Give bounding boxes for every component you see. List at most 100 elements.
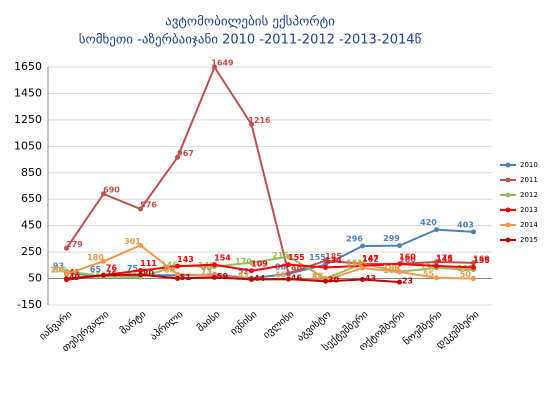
data-label: 215 — [272, 251, 289, 260]
point — [286, 262, 291, 268]
data-label: 61 — [127, 272, 139, 281]
point — [101, 191, 106, 197]
series-line — [66, 255, 474, 280]
data-label: 145 — [436, 254, 453, 263]
data-label: 76 — [106, 264, 118, 273]
x-tick-label: აპრილი — [148, 308, 186, 342]
data-label: 146 — [161, 260, 178, 269]
data-label: 83 — [164, 266, 175, 275]
point — [471, 260, 476, 266]
data-label: 296 — [346, 235, 363, 244]
data-label: 41 — [69, 268, 81, 277]
data-label: 161 — [346, 258, 363, 267]
data-label: 1216 — [248, 116, 271, 125]
point — [212, 64, 217, 70]
y-tick-label: 1450 — [14, 86, 42, 99]
data-label: 170 — [235, 257, 252, 266]
data-label: 43 — [238, 271, 249, 280]
legend-marker — [505, 237, 511, 243]
data-label: 43 — [365, 274, 376, 283]
point — [323, 278, 328, 284]
data-label: 420 — [420, 218, 437, 227]
data-label: 52 — [238, 267, 249, 276]
point — [397, 243, 402, 249]
data-label: 30 — [328, 276, 340, 285]
data-label: 403 — [457, 220, 474, 229]
data-label: 84 — [53, 266, 65, 275]
point — [101, 258, 106, 264]
data-label: 46 — [275, 271, 287, 280]
point — [471, 276, 476, 282]
point — [434, 263, 439, 269]
point — [138, 206, 143, 212]
point — [286, 270, 291, 276]
point — [64, 271, 69, 277]
point — [397, 261, 402, 267]
data-label: 65 — [90, 265, 102, 274]
data-label: 576 — [140, 201, 157, 210]
point — [360, 265, 365, 271]
legend-marker — [505, 192, 511, 198]
data-label: 100 — [383, 263, 400, 272]
legend-marker — [505, 207, 511, 213]
data-label: 46 — [291, 274, 303, 283]
point — [175, 275, 180, 281]
x-tick-label: ივლისი — [261, 308, 297, 341]
point — [249, 276, 254, 282]
data-label: 1649 — [211, 59, 234, 68]
y-tick-label: 250 — [21, 245, 42, 258]
point — [286, 276, 291, 282]
point — [138, 242, 143, 248]
point — [138, 272, 143, 278]
data-label: 299 — [383, 234, 400, 243]
point — [249, 260, 254, 266]
data-label: 967 — [177, 149, 194, 158]
data-label: 185 — [325, 252, 342, 261]
data-label: 134 — [325, 256, 342, 265]
data-label: 106 — [50, 266, 67, 275]
legend-label: 2013 — [520, 206, 538, 214]
point — [434, 227, 439, 233]
data-label: 51 — [312, 273, 324, 282]
data-label: 155 — [288, 253, 305, 262]
legend-label: 2011 — [520, 176, 538, 184]
data-label: 160 — [399, 256, 416, 265]
data-label: 147 — [362, 254, 379, 263]
point — [175, 271, 180, 277]
data-label: 131 — [420, 262, 437, 271]
point — [212, 262, 217, 268]
point — [471, 264, 476, 270]
data-label: 135 — [473, 256, 490, 265]
y-tick-label: 650 — [21, 192, 42, 205]
point — [323, 264, 328, 270]
data-label: 154 — [214, 253, 231, 262]
point — [138, 267, 143, 273]
data-label: 155 — [309, 253, 326, 262]
legend-marker — [505, 222, 511, 228]
data-label: 51 — [180, 273, 192, 282]
point — [286, 254, 291, 260]
data-label: 93 — [53, 261, 64, 270]
point — [64, 276, 69, 282]
series-line — [66, 263, 474, 281]
data-label: 301 — [124, 237, 141, 246]
y-tick-label: 1050 — [14, 139, 42, 152]
y-tick-label: -150 — [17, 298, 42, 311]
y-tick-label: 1250 — [14, 113, 42, 126]
legend-marker — [505, 162, 511, 168]
data-label: 75 — [127, 264, 139, 273]
point — [360, 276, 365, 282]
data-label: 160 — [399, 253, 416, 262]
y-tick-label: 1650 — [14, 60, 42, 73]
data-label: 90 — [291, 265, 303, 274]
point — [397, 269, 402, 275]
data-label: 50 — [460, 270, 472, 279]
point — [175, 263, 180, 269]
y-tick-label: 850 — [21, 166, 42, 179]
data-label: 59 — [217, 272, 229, 281]
data-label: 180 — [87, 253, 104, 262]
data-label: 117 — [457, 264, 474, 273]
data-label: 73 — [201, 267, 212, 276]
point — [434, 275, 439, 281]
x-tick-label: მაისი — [195, 308, 223, 334]
